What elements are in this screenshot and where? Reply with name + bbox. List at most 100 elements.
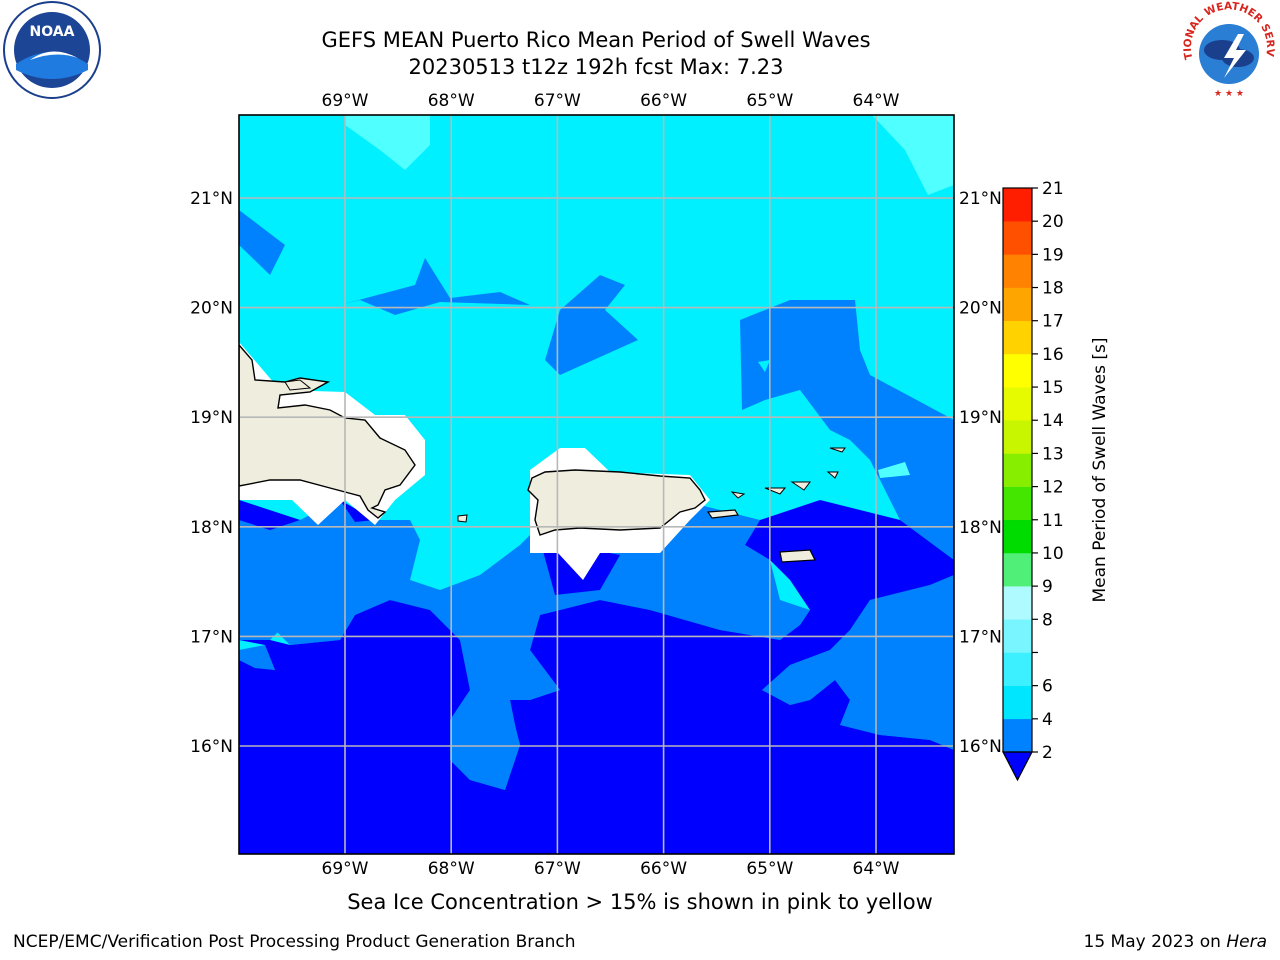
footer-date-text: 15 May 2023 on xyxy=(1083,932,1227,952)
colorbar-tick-label: 21 xyxy=(1042,179,1064,199)
field-4-6s-south xyxy=(239,500,810,790)
map-frame xyxy=(238,114,955,855)
lat-tick-label: 19°N xyxy=(190,408,233,428)
map-gridlines xyxy=(239,115,954,854)
lat-tick-label-right: 16°N xyxy=(959,737,1002,757)
colorbar-tick-label: 2 xyxy=(1042,743,1053,763)
colorbar-tick-label: 10 xyxy=(1042,544,1064,564)
land-vieques xyxy=(706,509,739,519)
colorbar-segment xyxy=(1003,287,1032,322)
lon-tick-label: 67°W xyxy=(534,91,581,111)
lat-ticks-right: 21°N 20°N 19°N 18°N 17°N 16°N xyxy=(959,189,1002,757)
colorbar-segment xyxy=(1003,387,1032,421)
sea-ice-note: Sea Ice Concentration > 15% is shown in … xyxy=(347,890,933,914)
colorbar-label: Mean Period of Swell Waves [s] xyxy=(1090,338,1110,603)
colorbar-segment xyxy=(1003,486,1032,521)
field-7s-northeast xyxy=(872,115,954,195)
colorbar-segment xyxy=(1003,353,1032,388)
lat-tick-label: 18°N xyxy=(190,518,233,538)
lat-tick-label-right: 18°N xyxy=(959,518,1002,538)
lat-tick-label: 17°N xyxy=(190,627,233,647)
lon-tick-label: 69°W xyxy=(322,859,369,879)
nws-logo-lightning-icon xyxy=(1224,34,1246,78)
noaa-logo-bird-icon xyxy=(30,51,78,60)
colorbar-segment xyxy=(1003,453,1032,487)
lon-tick-label: 67°W xyxy=(534,859,581,879)
footer-producer: NCEP/EMC/Verification Post Processing Pr… xyxy=(13,932,576,952)
field-below-2s xyxy=(239,500,954,854)
colorbar-tick-label: 20 xyxy=(1042,212,1064,232)
lon-tick-label: 66°W xyxy=(640,859,687,879)
field-7s-pocket xyxy=(878,462,910,478)
lon-tick-label: 65°W xyxy=(746,859,793,879)
colorbar-segment xyxy=(1003,652,1032,686)
lon-tick-label: 68°W xyxy=(428,859,475,879)
noaa-logo-wave xyxy=(16,52,88,79)
colorbar-segment xyxy=(1003,420,1032,454)
map-subtitle: 20230513 t12z 192h fcst Max: 7.23 xyxy=(408,55,784,79)
land-mona-island xyxy=(457,514,468,523)
field-6s-pocket xyxy=(758,360,770,372)
colorbar-segment xyxy=(1003,188,1032,222)
field-7s-north xyxy=(345,115,430,170)
colorbar-segment xyxy=(1003,619,1032,653)
nws-logo: NATIONAL WEATHER SERVICE ★ ★ ★ xyxy=(1178,0,1276,100)
colorbar-tick-label: 8 xyxy=(1042,610,1053,630)
colorbar: 2 4 6 8 9 10 11 12 13 14 15 16 17 18 19 20 21 xyxy=(1002,179,1064,782)
field-4-6s-se xyxy=(762,575,954,750)
colorbar-segment xyxy=(1003,519,1032,554)
colorbar-tick-label: 11 xyxy=(1042,511,1064,531)
lat-tick-label-right: 20°N xyxy=(959,299,1002,319)
lat-tick-label-right: 21°N xyxy=(959,189,1002,209)
colorbar-tick-label: 19 xyxy=(1042,245,1064,265)
colorbar-segment xyxy=(1003,221,1032,255)
land-puerto-rico xyxy=(527,469,706,536)
colorbar-tick-label: 4 xyxy=(1042,710,1053,730)
lat-tick-label: 21°N xyxy=(190,189,233,209)
colorbar-tick-label: 15 xyxy=(1042,378,1064,398)
land-st-croix xyxy=(779,549,816,563)
colorbar-tick-label: 6 xyxy=(1042,677,1053,697)
land-hispaniola xyxy=(239,343,416,519)
lon-tick-label: 65°W xyxy=(746,91,793,111)
noaa-logo-text: NOAA xyxy=(30,24,75,40)
colorbar-segment xyxy=(1003,685,1032,720)
nws-logo-stars: ★ ★ ★ xyxy=(1214,89,1244,99)
lon-tick-label: 64°W xyxy=(853,859,900,879)
lon-ticks-top: 69°W 68°W 67°W 66°W 65°W 64°W xyxy=(322,91,900,111)
colorbar-tick-label: 9 xyxy=(1042,577,1053,597)
colorbar-segment xyxy=(1003,320,1032,355)
colorbar-under-arrow xyxy=(1002,751,1033,782)
colorbar-tick-label: 12 xyxy=(1042,478,1064,498)
field-4-6s-nw xyxy=(239,210,285,275)
colorbar-frame xyxy=(1002,187,1033,753)
colorbar-segment xyxy=(1003,586,1032,620)
lat-tick-label: 16°N xyxy=(190,737,233,757)
lon-tick-label: 69°W xyxy=(322,91,369,111)
footer-machine: Hera xyxy=(1226,932,1267,952)
colorbar-segment xyxy=(1003,552,1032,587)
colorbar-tick-label: 18 xyxy=(1042,279,1064,299)
lon-ticks-bottom: 69°W 68°W 67°W 66°W 65°W 64°W xyxy=(322,859,900,879)
colorbar-segment xyxy=(1003,718,1032,753)
colorbar-tick-label: 16 xyxy=(1042,345,1064,365)
field-4-6s-east xyxy=(740,300,954,560)
colorbar-tick-label: 13 xyxy=(1042,444,1064,464)
lat-ticks-left: 21°N 20°N 19°N 18°N 17°N 16°N xyxy=(190,189,233,757)
field-4-6s-north xyxy=(545,275,638,375)
field-4-6s-sw2 xyxy=(239,645,275,670)
field-4-6s-north-2 xyxy=(340,258,530,315)
field-below-2s-west xyxy=(239,500,300,530)
colorbar-tick-label: 17 xyxy=(1042,312,1064,332)
swell-period-field xyxy=(239,115,954,854)
land-virgin-islands xyxy=(730,447,846,499)
lon-tick-label: 68°W xyxy=(428,91,475,111)
lat-tick-label-right: 17°N xyxy=(959,627,1002,647)
colorbar-segment xyxy=(1003,254,1032,288)
lat-tick-label: 20°N xyxy=(190,299,233,319)
colorbar-tick-label: 14 xyxy=(1042,411,1064,431)
lon-tick-label: 64°W xyxy=(853,91,900,111)
field-4-6s-sw xyxy=(239,565,300,640)
lat-tick-label-right: 19°N xyxy=(959,408,1002,428)
